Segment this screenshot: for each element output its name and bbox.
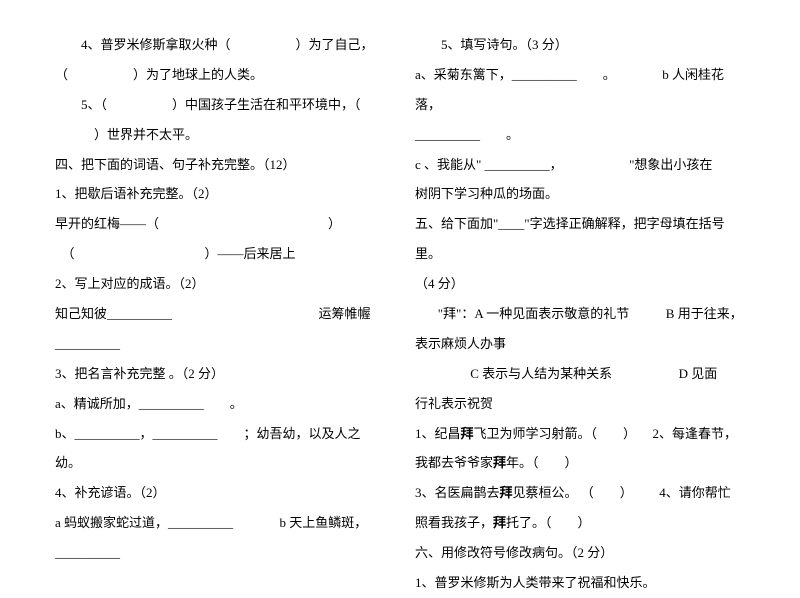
s4-q5: 5、填写诗句。（3 分） bbox=[415, 30, 745, 60]
s4-q1: 1、把歇后语补充完整。（2） bbox=[55, 179, 385, 209]
s5-q3-q4: 3、名医扁鹊去拜见蔡桓公。 （ ） 4、请你帮忙 bbox=[415, 478, 745, 508]
left-column: 4、普罗米修斯拿取火种（ ）为了自己， （ ）为了地球上的人类。 5、（ ）中国… bbox=[40, 30, 400, 536]
s5-q4-c: 托了。（ ） bbox=[506, 515, 591, 530]
s5-opt-a: "拜"：A 一种见面表示敬意的礼节 bbox=[438, 306, 630, 321]
s5-opt-b: B 用于往来， bbox=[666, 306, 743, 321]
s5-q4-bold: 拜 bbox=[493, 515, 506, 530]
s5-q3-bold: 拜 bbox=[500, 485, 513, 500]
s4-q5-c-cont: 树阴下学习种瓜的场面。 bbox=[415, 179, 745, 209]
s5-q4-a: 照看我孩子， bbox=[415, 515, 493, 530]
s4-q5-c-line: c 、我能从" __________， "想象出小孩在 bbox=[415, 150, 745, 180]
s5-q2-a: 我都去爷爷家 bbox=[415, 455, 493, 470]
s4-q3-a: a、精诚所加，__________ 。 bbox=[55, 389, 385, 419]
s6-q1: 1、普罗米修斯为人类带来了祝福和快乐。 bbox=[415, 568, 745, 598]
s4-q4-line: a 蚂蚁搬家蛇过道，__________ b 天上鱼鳞斑， bbox=[55, 508, 385, 538]
s4-q3: 3、把名言补充完整 。（2 分） bbox=[55, 359, 385, 389]
s5-opts-ab: "拜"：A 一种见面表示敬意的礼节 B 用于往来， bbox=[415, 299, 745, 329]
q4-line2: （ ）为了地球上的人类。 bbox=[55, 60, 385, 90]
s4-q4-a: a 蚂蚁搬家蛇过道，__________ bbox=[55, 515, 233, 530]
s5-q2-bold: 拜 bbox=[493, 455, 506, 470]
s4-q5-a: a、采菊东篱下，__________ 。 bbox=[415, 67, 616, 82]
right-column: 5、填写诗句。（3 分） a、采菊东篱下，__________ 。 b 人闲桂花… bbox=[400, 30, 760, 536]
s5-opt-b-cont: 表示麻烦人办事 bbox=[415, 329, 745, 359]
section5-points: （4 分） bbox=[415, 269, 745, 299]
s4-q4-b: b 天上鱼鳞斑， bbox=[280, 515, 368, 530]
s4-q2-line: 知己知彼__________ 运筹帷幄 bbox=[55, 299, 385, 329]
q5-line2: ）世界并不太平。 bbox=[55, 120, 385, 150]
s5-q4-pre: 4、请你帮忙 bbox=[659, 485, 731, 500]
s4-q1-a: 早开的红梅——（ ） bbox=[55, 209, 385, 239]
s4-q4: 4、补充谚语。（2） bbox=[55, 478, 385, 508]
q4-line1: 4、普罗米修斯拿取火种（ ）为了自己， bbox=[55, 30, 385, 60]
section6-title: 六、用修改符号修改病句。（2 分） bbox=[415, 538, 745, 568]
s4-q2: 2、写上对应的成语。（2） bbox=[55, 269, 385, 299]
s5-q3-pre: 3、名医扁鹊去 bbox=[415, 485, 500, 500]
q5-line1: 5、（ ）中国孩子生活在和平环境中，（ bbox=[55, 90, 385, 120]
s5-opts-cd: C 表示与人结为某种关系 D 见面 bbox=[415, 359, 745, 389]
s4-q2-left: 知己知彼__________ bbox=[55, 306, 172, 321]
s4-q2-right: 运筹帷幄 bbox=[319, 306, 371, 321]
s5-opt-c: C 表示与人结为某种关系 bbox=[470, 366, 612, 381]
s4-q4-blank: __________ bbox=[55, 538, 385, 568]
s5-q1-pre: 1、纪昌 bbox=[415, 426, 461, 441]
section5-title: 五、给下面加"____"字选择正确解释，把字母填在括号里。 bbox=[415, 209, 745, 269]
s5-opt-d: D 见面 bbox=[679, 366, 718, 381]
s5-q2-c: 年。（ ） bbox=[506, 455, 578, 470]
s4-q1-b: （ ）——后来居上 bbox=[55, 239, 385, 269]
s5-q1-q2: 1、纪昌拜飞卫为师学习射箭。（ ） 2、每逢春节， bbox=[415, 419, 745, 449]
s5-opt-d-cont: 行礼表示祝贺 bbox=[415, 389, 745, 419]
s4-q5-c-right: "想象出小孩在 bbox=[629, 157, 712, 172]
s5-q2-line: 我都去爷爷家拜年。（ ） bbox=[415, 448, 745, 478]
s5-q1-post: 飞卫为师学习射箭。（ ） bbox=[474, 426, 637, 441]
s4-q2-blank: __________ bbox=[55, 329, 385, 359]
s5-q1-bold: 拜 bbox=[461, 426, 474, 441]
s4-q5-line1: a、采菊东篱下，__________ 。 b 人闲桂花落， bbox=[415, 60, 745, 120]
s4-q5-c-left: c 、我能从" __________， bbox=[415, 157, 563, 172]
s4-q5-b-blank: __________ 。 bbox=[415, 120, 745, 150]
s4-q3-b: b、__________，__________ ；幼吾幼，以及人之幼。 bbox=[55, 419, 385, 479]
s5-q3-post: 见蔡桓公。 （ ） bbox=[513, 485, 633, 500]
s5-q2-pre: 2、每逢春节， bbox=[653, 426, 738, 441]
section4-title: 四、把下面的词语、句子补充完整。（12） bbox=[55, 150, 385, 180]
s5-q4-line: 照看我孩子，拜托了。（ ） bbox=[415, 508, 745, 538]
